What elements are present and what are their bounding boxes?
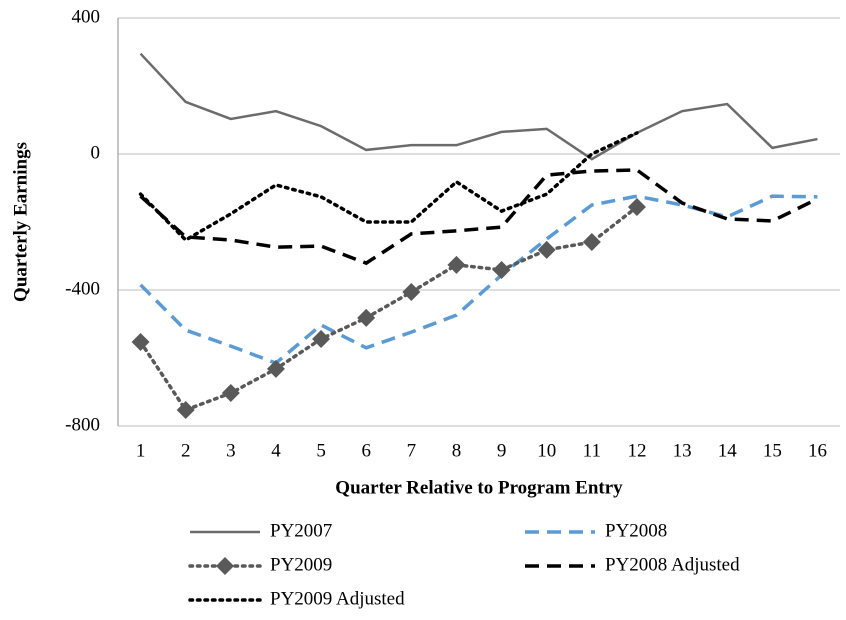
point-marker bbox=[221, 384, 240, 403]
x-tick-label: 4 bbox=[271, 440, 281, 461]
legend-label: PY2007 bbox=[270, 520, 332, 541]
x-tick-label: 11 bbox=[583, 440, 601, 461]
y-tick-label: 0 bbox=[91, 142, 101, 163]
point-marker bbox=[176, 401, 195, 420]
x-axis-label: Quarter Relative to Program Entry bbox=[335, 477, 623, 498]
x-tick-label: 6 bbox=[361, 440, 371, 461]
point-marker bbox=[627, 198, 646, 217]
x-tick-label: 9 bbox=[497, 440, 507, 461]
series-line bbox=[139, 52, 818, 161]
x-tick-label: 2 bbox=[181, 440, 191, 461]
x-tick-label: 13 bbox=[673, 440, 692, 461]
series-line bbox=[139, 168, 819, 266]
x-tick-label: 5 bbox=[316, 440, 326, 461]
point-marker bbox=[357, 308, 376, 327]
series-line bbox=[139, 194, 818, 366]
point-marker bbox=[447, 255, 466, 274]
legend-label: PY2008 bbox=[605, 520, 667, 541]
x-tick-label: 3 bbox=[226, 440, 236, 461]
point-marker bbox=[312, 329, 331, 348]
x-tick-label: 12 bbox=[627, 440, 646, 461]
legend-label: PY2008 Adjusted bbox=[605, 554, 740, 575]
x-tick-label: 8 bbox=[452, 440, 462, 461]
x-tick-label: 7 bbox=[407, 440, 417, 461]
y-tick-label: -400 bbox=[65, 278, 100, 299]
point-marker bbox=[537, 240, 556, 259]
x-tick-label: 15 bbox=[763, 440, 782, 461]
x-tick-label: 1 bbox=[136, 440, 146, 461]
point-marker bbox=[492, 260, 511, 279]
point-marker bbox=[131, 333, 150, 352]
y-tick-label: -800 bbox=[65, 414, 100, 435]
legend-label: PY2009 Adjusted bbox=[270, 588, 405, 609]
y-tick-label: 400 bbox=[72, 6, 101, 27]
legend-marker bbox=[216, 557, 234, 575]
point-marker bbox=[582, 233, 601, 252]
series-line bbox=[138, 131, 639, 243]
series-line bbox=[138, 205, 639, 413]
y-axis-label: Quarterly Earnings bbox=[10, 142, 31, 302]
x-tick-label: 14 bbox=[718, 440, 738, 461]
point-marker bbox=[402, 283, 421, 302]
point-marker bbox=[266, 359, 285, 378]
x-tick-label: 16 bbox=[808, 440, 827, 461]
legend-label: PY2009 bbox=[270, 554, 332, 575]
x-tick-label: 10 bbox=[537, 440, 556, 461]
